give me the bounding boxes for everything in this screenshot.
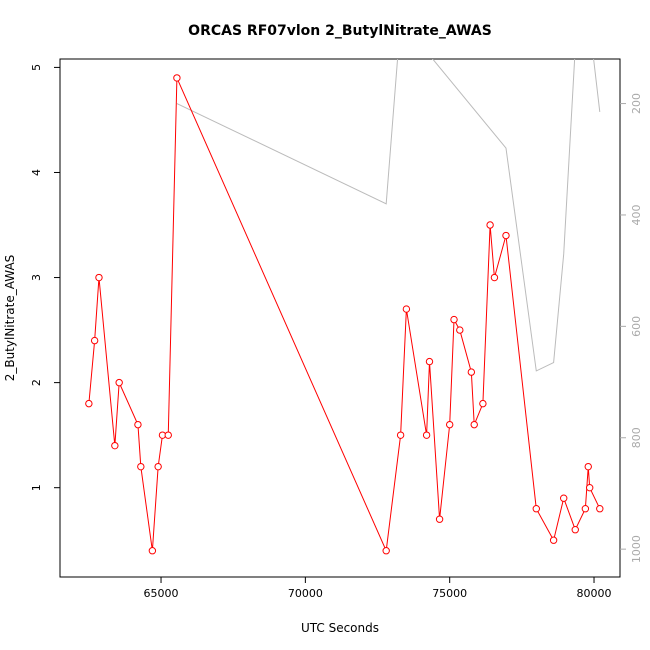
data-point xyxy=(560,494,568,502)
grey-series xyxy=(176,59,601,372)
data-point xyxy=(85,399,93,408)
red-series xyxy=(85,74,604,555)
data-point xyxy=(382,547,390,555)
grey-series-line xyxy=(176,59,601,372)
data-point xyxy=(502,231,510,240)
data-point xyxy=(571,526,579,534)
data-point xyxy=(134,420,142,429)
data-point xyxy=(173,74,181,82)
data-point xyxy=(111,441,119,450)
x-axis: 65000 70000 75000 80000 xyxy=(144,577,612,600)
x-tick-label: 80000 xyxy=(577,587,612,600)
data-point xyxy=(470,420,478,429)
right-tick-label: 600 xyxy=(630,316,643,337)
x-tick-label: 75000 xyxy=(432,587,467,600)
y-tick-label: 2 xyxy=(30,379,43,386)
data-point xyxy=(445,420,454,429)
y-tick-label: 1 xyxy=(30,484,43,491)
right-tick-label: 400 xyxy=(630,204,643,225)
data-point xyxy=(549,536,558,544)
data-point xyxy=(467,368,476,376)
data-point xyxy=(585,483,594,492)
data-point xyxy=(425,357,434,366)
plot-frame xyxy=(59,58,621,578)
data-point xyxy=(584,462,592,471)
data-point xyxy=(486,221,494,229)
data-point xyxy=(137,462,145,471)
right-tick-label: 1000 xyxy=(630,535,643,563)
data-point xyxy=(402,305,411,313)
right-tick-label: 200 xyxy=(630,93,643,114)
y-tick-label: 5 xyxy=(30,64,43,71)
data-point xyxy=(396,431,405,439)
data-point xyxy=(596,505,604,513)
data-point xyxy=(532,505,540,513)
y-axis-title: 2_ButylNitrate_AWAS xyxy=(3,255,17,382)
data-point xyxy=(95,273,103,282)
data-point xyxy=(164,431,172,439)
data-point xyxy=(450,315,458,324)
right-tick-label: 800 xyxy=(630,427,643,448)
y-axis: 1 2 3 4 5 xyxy=(30,64,60,491)
data-point xyxy=(154,462,162,471)
y-tick-label: 4 xyxy=(30,169,43,176)
data-point xyxy=(456,326,464,334)
data-point xyxy=(422,431,431,439)
data-point xyxy=(90,336,99,345)
plot-area xyxy=(85,59,604,555)
data-point xyxy=(581,505,590,513)
y-tick-label: 3 xyxy=(30,274,43,281)
red-series-line xyxy=(88,77,601,553)
data-point xyxy=(490,273,499,282)
x-tick-label: 65000 xyxy=(144,587,179,600)
data-point xyxy=(435,515,444,523)
data-point xyxy=(148,547,157,555)
chart-title: ORCAS RF07vlon 2_ButylNitrate_AWAS xyxy=(188,23,492,39)
data-point xyxy=(115,378,123,387)
y-axis-right: 200 400 600 800 1000 xyxy=(620,93,643,563)
data-point xyxy=(479,399,487,408)
x-axis-title: UTC Seconds xyxy=(301,621,379,635)
x-tick-label: 70000 xyxy=(288,587,323,600)
